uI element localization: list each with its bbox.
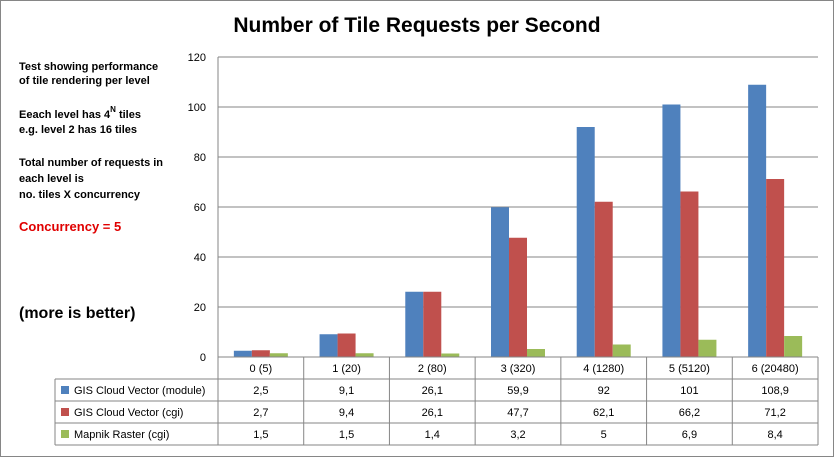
note-total-line3: no. tiles X concurrency — [19, 189, 141, 201]
bar-s2-c4 — [612, 344, 631, 357]
legend-key-0 — [61, 386, 69, 394]
category-label-4: 4 (1280) — [583, 363, 624, 375]
table-value-s2-c1: 1,5 — [339, 429, 354, 441]
bar-s2-c2 — [441, 353, 460, 357]
bar-s2-c1 — [355, 353, 374, 357]
bar-s2-c3 — [527, 349, 545, 357]
bar-s2-c5 — [698, 339, 717, 357]
category-label-1: 1 (20) — [332, 363, 361, 375]
note-level-line2: e.g. level 2 has 16 tiles — [19, 124, 138, 136]
table-value-s1-c1: 9,4 — [339, 407, 354, 419]
bar-s0-c0 — [233, 350, 252, 357]
table-value-s1-c6: 71,2 — [764, 407, 785, 419]
category-label-0: 0 (5) — [250, 363, 273, 375]
y-tick-label-4: 80 — [194, 152, 206, 164]
y-tick-label-2: 40 — [194, 252, 206, 264]
table-value-s2-c4: 5 — [601, 429, 607, 441]
table-value-s1-c2: 26,1 — [422, 407, 443, 419]
legend-key-1 — [61, 408, 69, 416]
bar-s0-c2 — [405, 291, 424, 357]
bar-s0-c5 — [662, 104, 681, 357]
y-tick-label-5: 100 — [188, 102, 206, 114]
bar-s0-c1 — [319, 334, 338, 357]
table-value-s0-c1: 9,1 — [339, 385, 354, 397]
bar-s1-c3 — [509, 237, 527, 357]
note-level-text: Eeach level has 4 — [19, 109, 111, 121]
bar-s1-c5 — [680, 191, 699, 357]
table-value-s2-c0: 1,5 — [253, 429, 268, 441]
y-tick-label-3: 60 — [194, 202, 206, 214]
table-value-s1-c3: 47,7 — [507, 407, 528, 419]
category-label-5: 5 (5120) — [669, 363, 710, 375]
bar-s2-c0 — [269, 353, 288, 357]
table-value-s0-c3: 59,9 — [507, 385, 528, 397]
bar-s1-c6 — [766, 179, 785, 357]
y-tick-label-1: 20 — [194, 302, 206, 314]
note-more-is-better: (more is better) — [19, 305, 136, 322]
legend-key-2 — [61, 430, 69, 438]
chart-title: Number of Tile Requests per Second — [233, 14, 601, 37]
table-value-s2-c5: 6,9 — [682, 429, 697, 441]
table-value-s2-c2: 1,4 — [425, 429, 440, 441]
note-level-sup: N — [110, 105, 116, 115]
note-level-line1: Eeach level has 4N tiles — [19, 105, 141, 124]
table-value-s1-c0: 2,7 — [253, 407, 268, 419]
note-level-text-tail: tiles — [115, 109, 141, 121]
note-test-line1: Test showing performance — [19, 61, 159, 73]
y-tick-label-6: 120 — [188, 52, 206, 64]
note-test-line2: of tile rendering per level — [19, 75, 150, 87]
note-total-line2: each level is — [19, 173, 84, 185]
bar-s0-c6 — [748, 84, 767, 357]
category-label-2: 2 (80) — [418, 363, 447, 375]
category-label-3: 3 (320) — [501, 363, 536, 375]
legend-label-1: GIS Cloud Vector (cgi) — [74, 407, 183, 419]
table-value-s1-c4: 62,1 — [593, 407, 614, 419]
table-value-s0-c4: 92 — [598, 385, 610, 397]
table-value-s2-c6: 8,4 — [767, 429, 782, 441]
bar-s1-c4 — [594, 201, 613, 357]
bar-s1-c0 — [251, 350, 270, 357]
legend-label-2: Mapnik Raster (cgi) — [74, 429, 169, 441]
category-label-6: 6 (20480) — [752, 363, 799, 375]
note-total-line1: Total number of requests in — [19, 157, 164, 169]
table-value-s0-c0: 2,5 — [253, 385, 268, 397]
table-value-s0-c6: 108,9 — [761, 385, 789, 397]
bar-s0-c3 — [491, 207, 509, 357]
table-value-s1-c5: 66,2 — [679, 407, 700, 419]
bar-s1-c2 — [423, 291, 442, 357]
table-value-s0-c2: 26,1 — [422, 385, 443, 397]
bar-s2-c6 — [784, 336, 803, 357]
bar-s0-c4 — [576, 127, 595, 357]
y-tick-label-0: 0 — [200, 352, 206, 364]
legend-label-0: GIS Cloud Vector (module) — [74, 385, 205, 397]
table-value-s0-c5: 101 — [680, 385, 698, 397]
table-value-s2-c3: 3,2 — [510, 429, 525, 441]
bar-s1-c1 — [337, 333, 356, 357]
note-concurrency: Concurrency = 5 — [19, 219, 122, 234]
